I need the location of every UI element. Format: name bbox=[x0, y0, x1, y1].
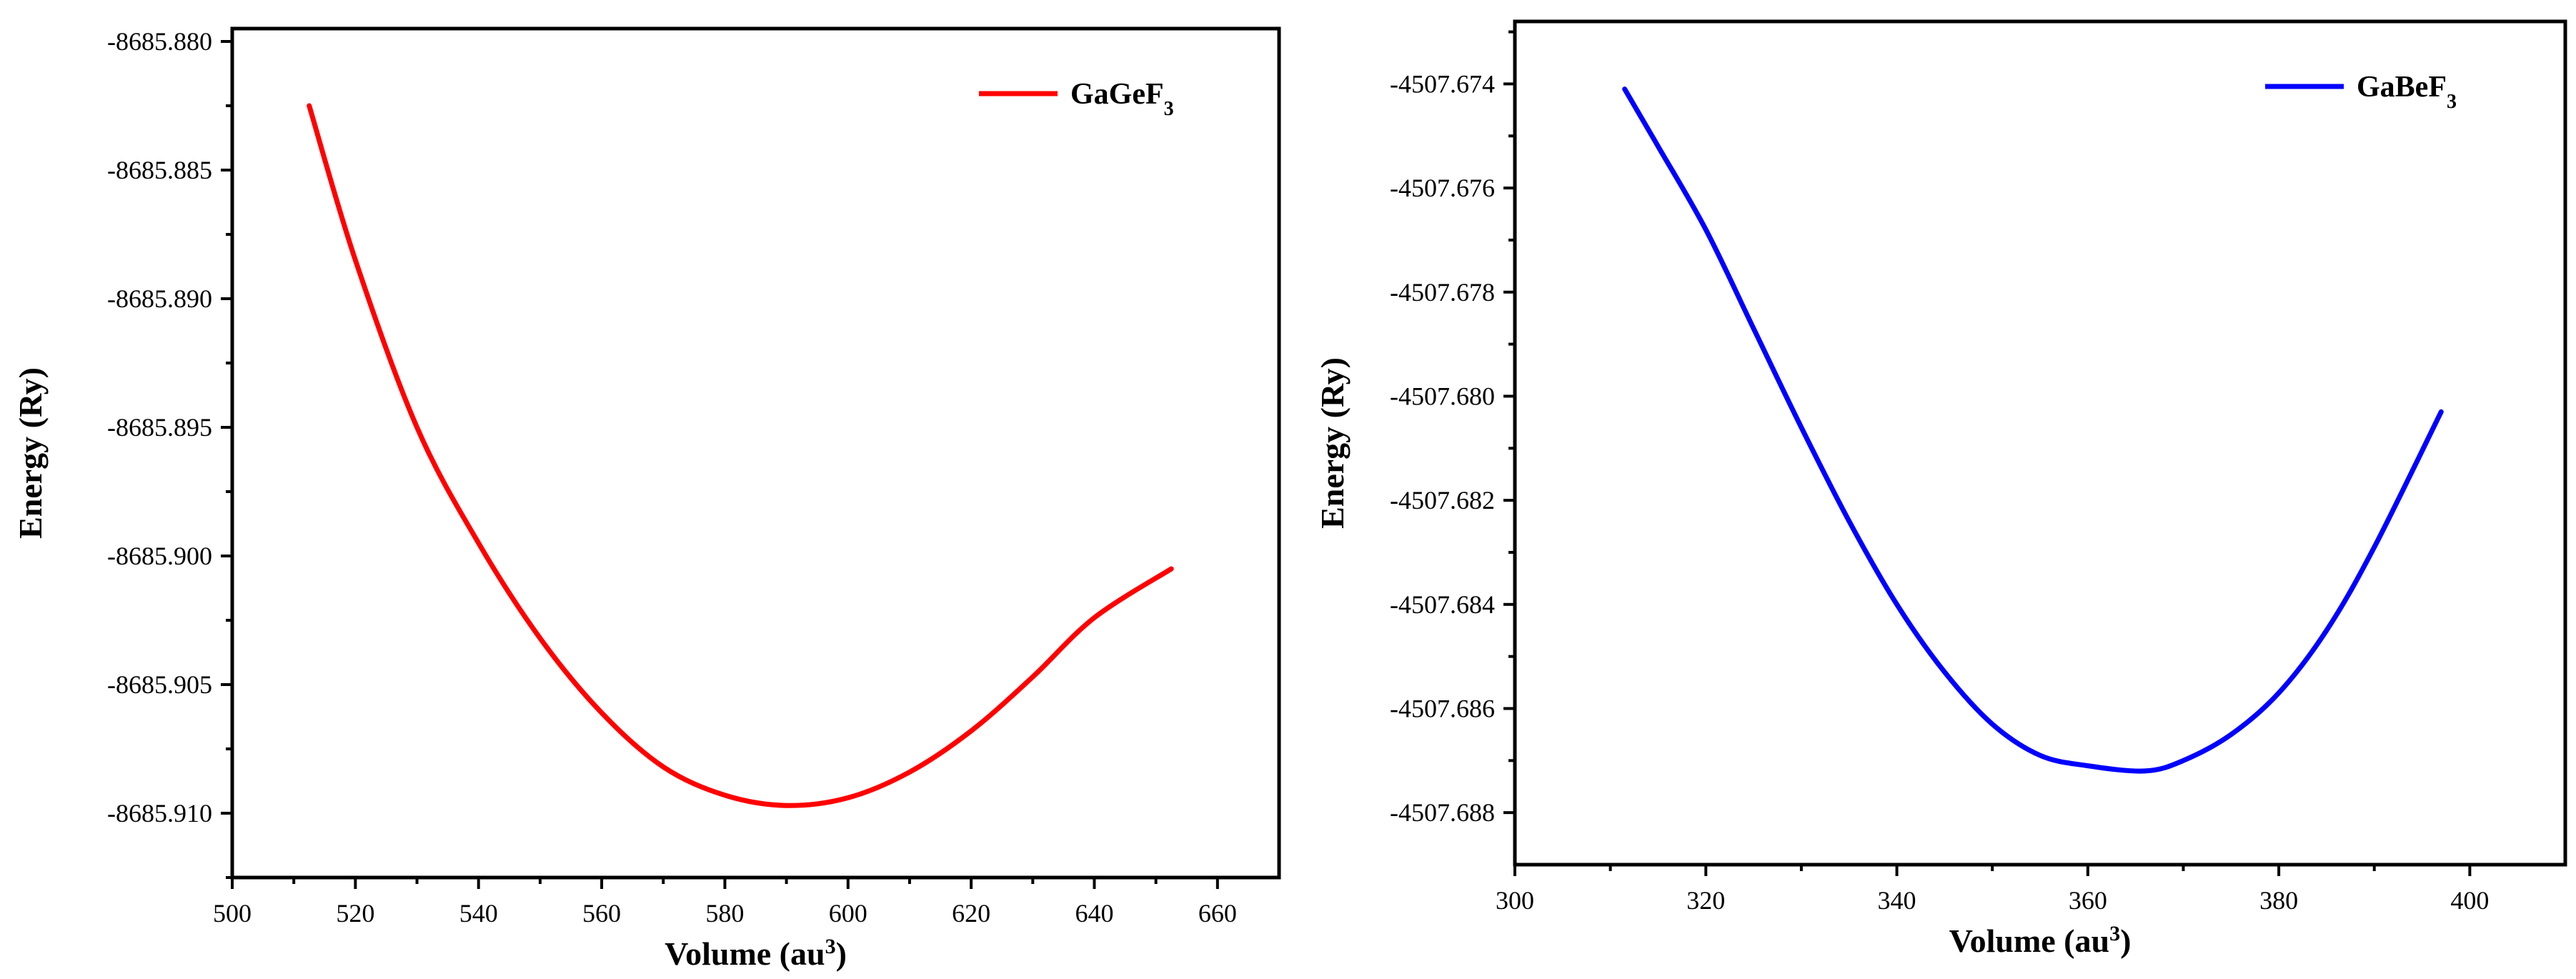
legend-subscript: 3 bbox=[1164, 98, 1174, 120]
series-line-GaBeF3 bbox=[1622, 86, 2444, 774]
x-tick-label: 620 bbox=[952, 899, 990, 928]
x-tick-label: 520 bbox=[336, 899, 374, 928]
x-tick-label: 580 bbox=[705, 899, 744, 928]
y-tick-label: -4507.688 bbox=[1390, 798, 1495, 827]
y-tick-label: -8685.880 bbox=[107, 27, 212, 56]
y-tick-label: -4507.684 bbox=[1390, 590, 1495, 619]
y-tick-label: -4507.680 bbox=[1390, 382, 1495, 410]
x-tick-label: 640 bbox=[1075, 899, 1113, 928]
y-tick-label: -8685.910 bbox=[107, 799, 212, 828]
plot-frame bbox=[1513, 19, 2567, 867]
y-tick-label: -8685.905 bbox=[107, 670, 212, 699]
y-tick-label: -4507.686 bbox=[1390, 694, 1495, 722]
x-axis-title-suffix: ) bbox=[836, 935, 847, 972]
y-tick-label: -4507.682 bbox=[1390, 486, 1495, 515]
x-tick-label: 540 bbox=[459, 899, 498, 928]
y-tick-label: -4507.674 bbox=[1390, 69, 1495, 98]
x-tick-label: 400 bbox=[2450, 886, 2489, 915]
x-axis-title: Volume (au3) bbox=[665, 935, 847, 973]
y-tick-label: -8685.885 bbox=[107, 156, 212, 184]
y-tick-label: -4507.678 bbox=[1390, 278, 1495, 307]
plot-frame bbox=[230, 26, 1281, 880]
series-line-GaGeF3 bbox=[307, 103, 1174, 808]
y-tick-label: -8685.890 bbox=[107, 284, 212, 313]
x-tick-label: 300 bbox=[1496, 886, 1534, 915]
x-tick-label: 380 bbox=[2259, 886, 2298, 915]
x-axis-title: Volume (au3) bbox=[1949, 922, 2132, 960]
x-axis-title-superscript: 3 bbox=[2109, 922, 2120, 945]
y-axis-title: Energy (Ry) bbox=[12, 367, 49, 539]
x-tick-label: 660 bbox=[1198, 899, 1237, 928]
x-tick-label: 560 bbox=[582, 899, 621, 928]
legend-subscript: 3 bbox=[2447, 91, 2457, 113]
x-tick-label: 340 bbox=[1878, 886, 1916, 915]
y-tick-label: -8685.900 bbox=[107, 542, 212, 570]
legend-label: GaBeF3 bbox=[2357, 71, 2457, 113]
y-axis-title: Energy (Ry) bbox=[1314, 357, 1351, 529]
x-axis-title-suffix: ) bbox=[2120, 923, 2131, 959]
x-tick-label: 360 bbox=[2069, 886, 2107, 915]
chart-panel-2: 300 320 340 360 380 400 -4507.688 -4507.686 -450… bbox=[1314, 19, 2567, 960]
x-tick-label: 600 bbox=[829, 899, 867, 928]
legend-label: GaGeF3 bbox=[1070, 78, 1174, 120]
chart-panel-1: 500 520 540 560 580 600 620 640 660 -8685.910 -868… bbox=[12, 26, 1281, 973]
x-tick-label: 320 bbox=[1686, 886, 1725, 915]
x-tick-label: 500 bbox=[213, 899, 252, 928]
y-tick-label: -8685.895 bbox=[107, 413, 212, 442]
x-axis-title-superscript: 3 bbox=[825, 935, 836, 958]
y-tick-label: -4507.676 bbox=[1390, 174, 1495, 202]
